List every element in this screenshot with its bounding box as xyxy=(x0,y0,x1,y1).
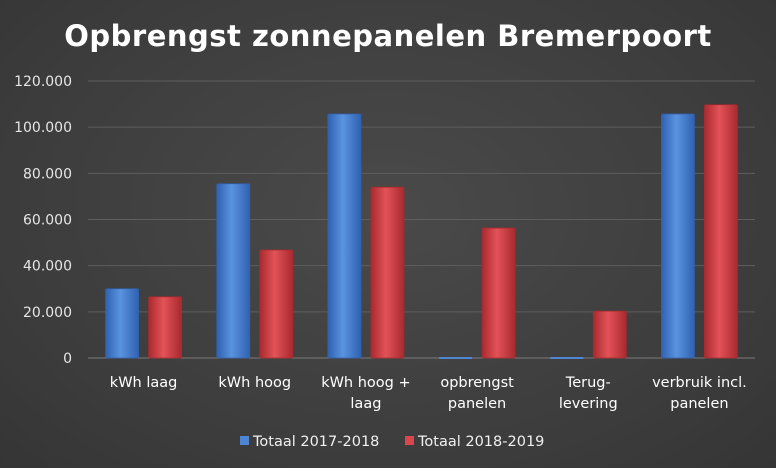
x-category-label: laag xyxy=(350,396,381,412)
x-category-label: verbruik incl. xyxy=(652,375,747,391)
legend-label-2: Totaal 2018-2019 xyxy=(417,434,544,450)
y-tick-label: 80.000 xyxy=(23,166,72,182)
y-tick-label: 20.000 xyxy=(23,305,72,321)
x-category-label: opbrengst xyxy=(440,375,514,391)
x-category-label: panelen xyxy=(448,396,506,412)
gridlines xyxy=(88,80,755,359)
bar-series1 xyxy=(327,113,362,359)
x-category-label: kWh laag xyxy=(110,375,178,391)
legend: Totaal 2017-2018 Totaal 2018-2019 xyxy=(240,434,544,450)
x-category-label: levering xyxy=(559,396,618,412)
x-category-label: Terug- xyxy=(565,375,611,391)
y-tick-label: 40.000 xyxy=(23,259,72,275)
bar-series2 xyxy=(481,227,516,359)
bar-series1 xyxy=(661,113,695,359)
bar-series2 xyxy=(592,310,627,359)
bar-series2 xyxy=(148,296,182,359)
bar-series2 xyxy=(704,104,738,359)
y-tick-label: 120.000 xyxy=(14,74,72,90)
x-axis-categories: kWh laag kWh hoog kWh hoog + laag opbrengst p… xyxy=(110,375,747,412)
y-tick-label: 0 xyxy=(63,351,72,367)
legend-swatch-2 xyxy=(405,436,414,445)
bar-series1 xyxy=(105,288,139,359)
chart-title: Opbrengst zonnepanelen Bremerpoort xyxy=(64,19,712,53)
legend-label-1: Totaal 2017-2018 xyxy=(252,434,379,450)
x-category-label: kWh hoog xyxy=(218,375,291,391)
legend-swatch-1 xyxy=(240,436,249,445)
bar-series2 xyxy=(259,249,294,359)
y-tick-label: 60.000 xyxy=(23,213,72,229)
bars xyxy=(105,104,738,359)
x-category-label: panelen xyxy=(670,396,728,412)
bar-series1 xyxy=(216,183,251,359)
x-category-label: kWh hoog + xyxy=(321,375,410,391)
y-axis-ticks: 0 20.000 40.000 60.000 80.000 100.000 120.000 xyxy=(14,74,72,367)
y-tick-label: 100.000 xyxy=(14,120,72,136)
bar-series2 xyxy=(370,186,405,359)
